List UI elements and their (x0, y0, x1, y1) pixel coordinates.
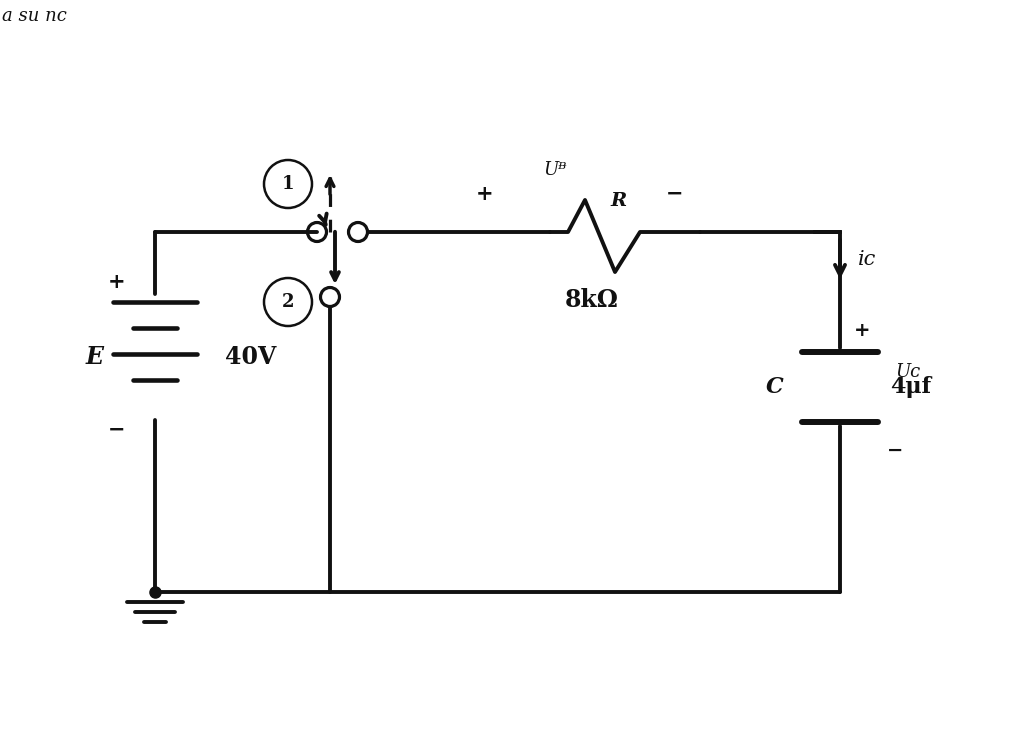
Text: −: − (887, 441, 903, 460)
Text: C: C (766, 376, 784, 398)
Text: 8kΩ: 8kΩ (565, 288, 618, 312)
Text: 40V: 40V (225, 345, 276, 369)
Text: +: + (854, 321, 870, 340)
Text: a su nc: a su nc (2, 7, 67, 25)
Text: +: + (476, 184, 494, 204)
Text: E: E (86, 345, 104, 369)
Text: R: R (610, 192, 627, 210)
Text: Uᴄ: Uᴄ (895, 363, 921, 381)
Text: Uᴯ: Uᴯ (544, 161, 566, 179)
Text: 1: 1 (282, 175, 294, 193)
Text: 2: 2 (282, 293, 294, 311)
Text: −: − (667, 184, 684, 204)
Text: 4μf: 4μf (890, 376, 931, 398)
Text: −: − (109, 420, 126, 440)
Text: ic: ic (858, 250, 877, 269)
Text: +: + (109, 272, 126, 292)
